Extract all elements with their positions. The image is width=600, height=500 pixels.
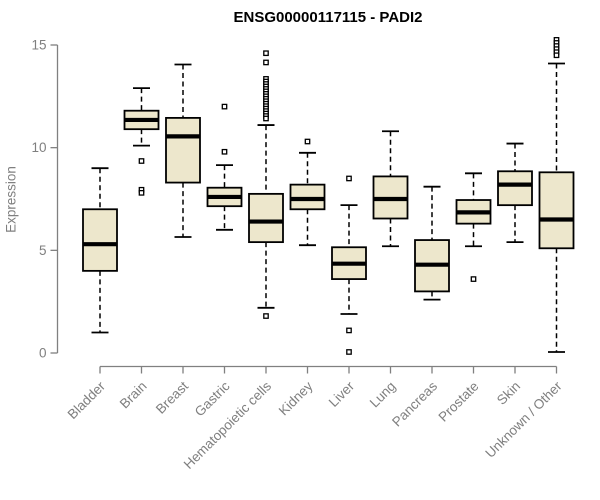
outlier-point-unknown-other	[553, 52, 560, 59]
x-tick-label-brain: Brain	[117, 379, 150, 412]
x-tick-label-pancreas: Pancreas	[389, 378, 440, 429]
outlier-point-hematopoietic-cells	[263, 50, 269, 57]
chart-title: ENSG00000117115 - PADI2	[233, 9, 423, 26]
outlier-point-gastric	[221, 103, 228, 110]
x-tick-label-unknown-other: Unknown / Other	[482, 378, 565, 461]
outlier-point-gastric	[221, 148, 228, 155]
y-tick-label: 0	[39, 346, 47, 361]
outlier-point-liver	[346, 175, 352, 182]
outlier-point-kidney	[304, 138, 311, 145]
outlier-point-liver	[346, 327, 352, 334]
box-bladder	[82, 208, 118, 272]
outlier-point-hematopoietic-cells	[263, 115, 269, 122]
box-breast	[165, 116, 201, 184]
y-tick-label: 15	[31, 38, 46, 53]
outlier-point-hematopoietic-cells	[263, 59, 269, 66]
box-unknown-other	[538, 171, 575, 250]
y-tick-label: 10	[31, 140, 46, 155]
outlier-point-brain	[138, 189, 145, 196]
x-tick-label-skin: Skin	[494, 379, 523, 408]
x-tick-label-gastric: Gastric	[192, 378, 233, 419]
outlier-point-hematopoietic-cells	[263, 313, 269, 319]
x-tick-label-bladder: Bladder	[65, 378, 109, 422]
x-tick-label-breast: Breast	[153, 378, 191, 416]
outlier-point-prostate	[470, 276, 477, 282]
x-tick-label-prostate: Prostate	[435, 379, 481, 425]
x-tick-label-lung: Lung	[367, 379, 399, 411]
outlier-point-brain	[138, 158, 145, 164]
box-hematopoietic-cells	[248, 192, 284, 244]
outlier-point-liver	[346, 349, 352, 355]
y-tick-label: 5	[39, 243, 47, 258]
x-tick-label-kidney: Kidney	[276, 378, 316, 418]
x-tick-label-liver: Liver	[326, 378, 358, 410]
box-skin	[497, 170, 533, 207]
